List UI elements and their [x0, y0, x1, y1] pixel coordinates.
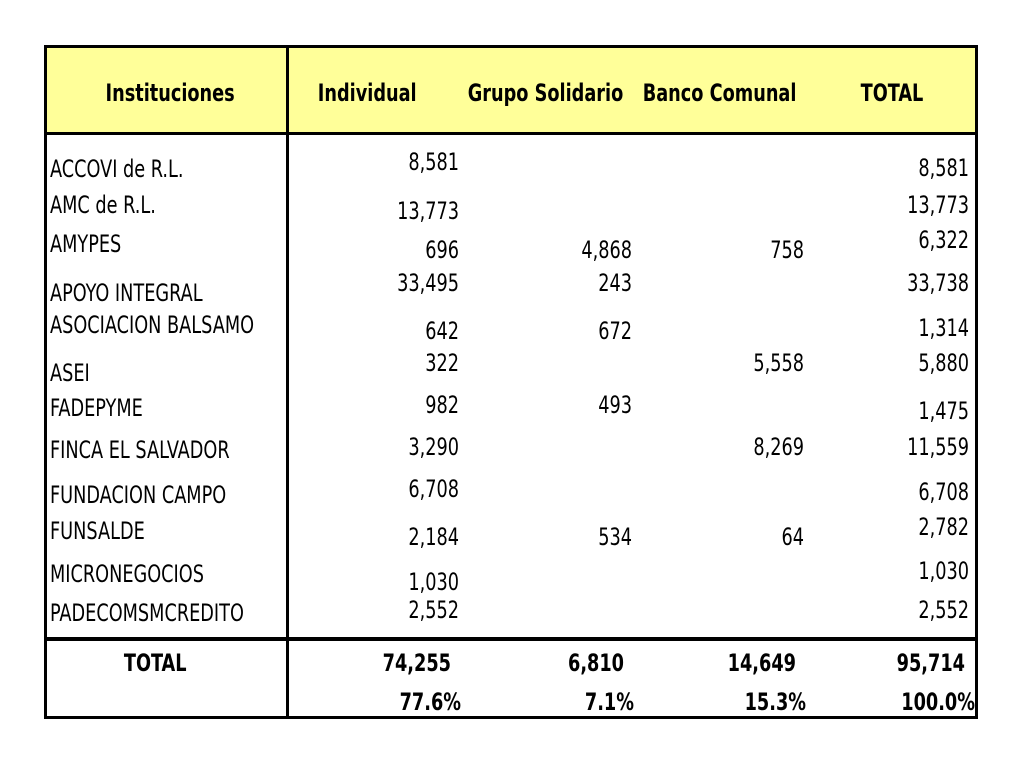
- cell-individual: 13,773: [397, 197, 459, 225]
- cell-total: 13,773: [907, 191, 969, 219]
- percent-banco-comunal: 15.3%: [744, 688, 806, 716]
- total-individual: 74,255: [382, 649, 451, 677]
- cell-total: 2,552: [918, 596, 969, 624]
- cell-grupo-solidario: 4,868: [581, 236, 632, 264]
- total-grupo-solidario: 6,810: [567, 649, 624, 677]
- cell-total: 33,738: [907, 269, 969, 297]
- header-grupo-solidario: Grupo Solidario: [467, 79, 624, 107]
- cell-total: 5,880: [918, 349, 969, 377]
- percent-individual: 77.6%: [399, 688, 461, 716]
- cell-individual: 3,290: [408, 433, 459, 461]
- row-institution-name: FUNDACION CAMPO: [50, 481, 227, 509]
- cell-grupo-solidario: 534: [598, 523, 632, 551]
- row-institution-name: FADEPYME: [50, 394, 143, 422]
- cell-grupo-solidario: 243: [598, 269, 632, 297]
- cell-individual: 642: [425, 317, 459, 345]
- percent-total: 100.0%: [901, 688, 975, 716]
- row-institution-name: AMYPES: [50, 230, 122, 258]
- row-institution-name: FINCA EL SALVADOR: [50, 436, 230, 464]
- cell-individual: 2,184: [408, 523, 459, 551]
- row-institution-name: ACCOVI de R.L.: [50, 155, 184, 183]
- cell-grupo-solidario: 493: [598, 391, 632, 419]
- cell-individual: 8,581: [408, 148, 459, 176]
- total-banco-comunal: 14,649: [727, 649, 796, 677]
- cell-individual: 1,030: [408, 568, 459, 596]
- cell-individual: 982: [425, 391, 459, 419]
- header-total: TOTAL: [860, 79, 924, 107]
- data-table: Instituciones Individual Grupo Solidario…: [44, 45, 978, 719]
- cell-total: 1,475: [918, 397, 969, 425]
- cell-total: 6,322: [918, 226, 969, 254]
- row-institution-name: FUNSALDE: [50, 517, 145, 545]
- cell-total: 1,030: [918, 557, 969, 585]
- cell-banco-comunal: 64: [781, 523, 804, 551]
- header-banco-comunal: Banco Comunal: [642, 79, 797, 107]
- row-institution-name: PADECOMSMCREDITO: [50, 599, 244, 627]
- totals-label: TOTAL: [123, 649, 187, 677]
- cell-total: 11,559: [907, 433, 969, 461]
- header-instituciones: Instituciones: [105, 79, 235, 107]
- row-institution-name: AMC de R.L.: [50, 191, 156, 219]
- total-total: 95,714: [896, 649, 965, 677]
- table-header: [47, 48, 975, 135]
- cell-individual: 6,708: [408, 475, 459, 503]
- column-divider: [286, 48, 289, 716]
- row-institution-name: ASEI: [50, 359, 90, 387]
- cell-individual: 322: [425, 349, 459, 377]
- header-individual: Individual: [317, 79, 417, 107]
- cell-total: 1,314: [918, 314, 969, 342]
- cell-total: 2,782: [918, 513, 969, 541]
- totals-divider: [47, 637, 975, 641]
- cell-individual: 2,552: [408, 596, 459, 624]
- cell-banco-comunal: 8,269: [753, 433, 804, 461]
- percent-grupo-solidario: 7.1%: [584, 688, 634, 716]
- cell-banco-comunal: 5,558: [753, 349, 804, 377]
- cell-total: 6,708: [918, 478, 969, 506]
- cell-total: 8,581: [918, 154, 969, 182]
- cell-grupo-solidario: 672: [598, 317, 632, 345]
- row-institution-name: APOYO INTEGRAL: [50, 279, 203, 307]
- row-institution-name: MICRONEGOCIOS: [50, 560, 204, 588]
- cell-individual: 696: [425, 236, 459, 264]
- cell-banco-comunal: 758: [770, 236, 804, 264]
- row-institution-name: ASOCIACION BALSAMO: [50, 311, 255, 339]
- cell-individual: 33,495: [397, 269, 459, 297]
